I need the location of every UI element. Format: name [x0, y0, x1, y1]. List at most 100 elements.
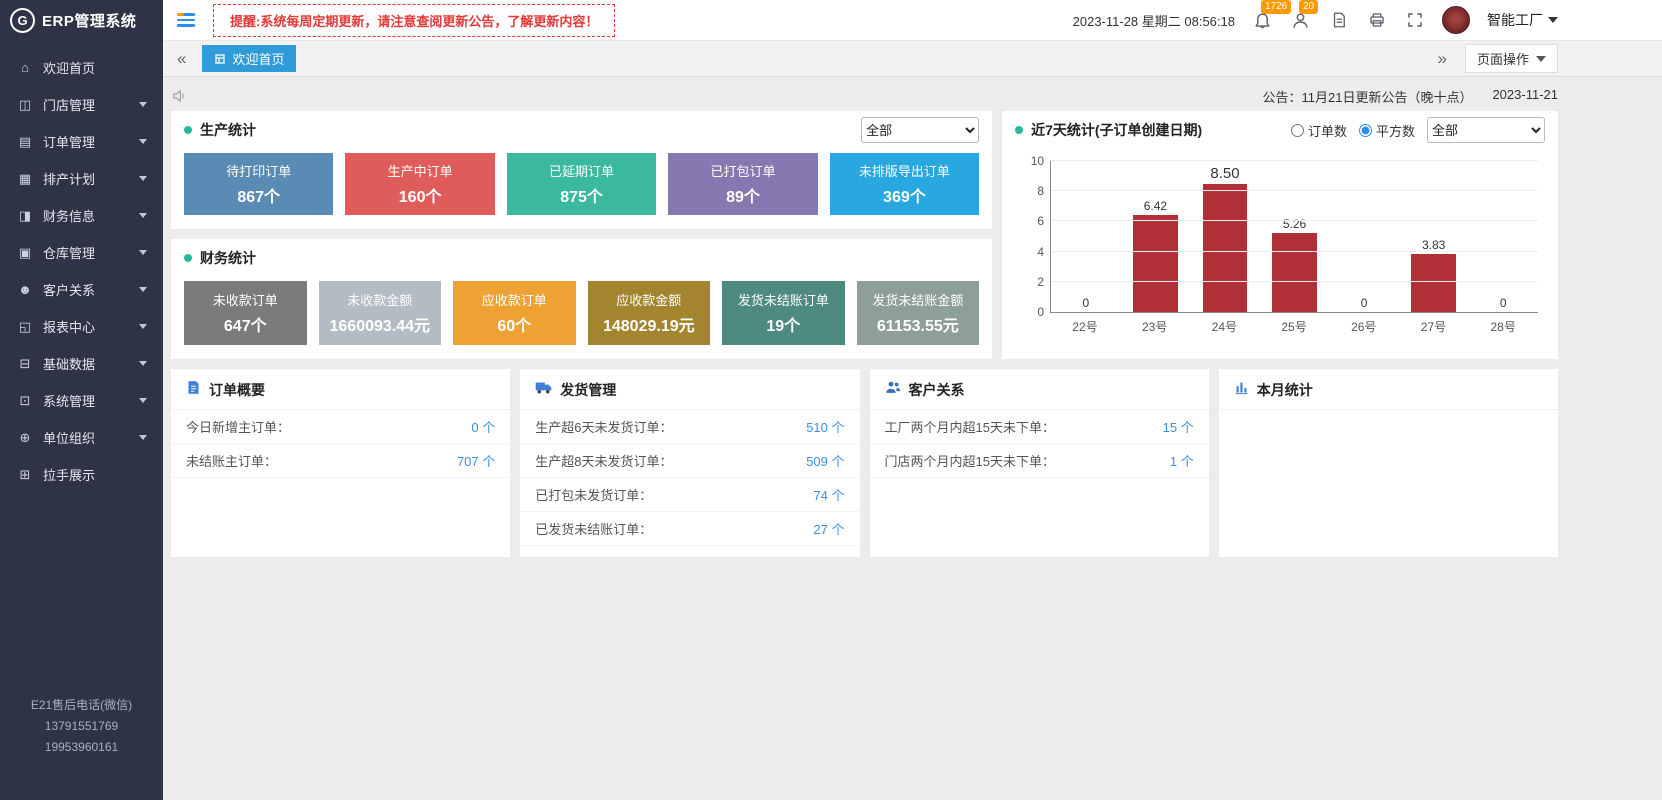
- stat-card-receivable-orders[interactable]: 应收款订单 60个: [453, 281, 576, 345]
- chart-y-tick: 2: [1037, 275, 1051, 289]
- finance-stats-header: 财务统计: [171, 239, 992, 277]
- sidebar-item-label: 欢迎首页: [43, 58, 149, 77]
- data-icon: ⊟: [16, 356, 34, 372]
- chevron-down-icon: [139, 139, 147, 144]
- stat-card-value: 160个: [399, 183, 442, 207]
- radio-square-count[interactable]: 平方数: [1359, 121, 1415, 140]
- stat-card-shipped-unsettled-orders[interactable]: 发货未结账订单 19个: [722, 281, 845, 345]
- summary-value[interactable]: 509 个: [806, 451, 844, 470]
- page-operations-button[interactable]: 页面操作: [1465, 44, 1558, 73]
- schedule-icon: ▦: [16, 171, 34, 187]
- sidebar-item-customers[interactable]: ☻ 客户关系: [0, 271, 163, 308]
- menu-toggle-icon[interactable]: [175, 8, 197, 32]
- stat-card-value: 369个: [883, 183, 926, 207]
- sidebar-item-warehouse[interactable]: ▣ 仓库管理: [0, 234, 163, 271]
- chart-x-label: 26号: [1329, 318, 1399, 335]
- stat-card-packed[interactable]: 已打包订单 89个: [668, 153, 817, 215]
- chart-gridline: [1051, 160, 1538, 161]
- bell-icon[interactable]: 1726: [1252, 10, 1273, 31]
- sidebar-item-store[interactable]: ◫ 门店管理: [0, 86, 163, 123]
- sidebar-item-reports[interactable]: ◱ 报表中心: [0, 308, 163, 345]
- announcement-right: 公告：11月21日更新公告（晚十点） 2023-11-21: [1262, 87, 1558, 106]
- system-alert: 提醒:系统每周定期更新，请注意查阅更新公告，了解更新内容！: [213, 4, 615, 37]
- month-stats-title: 本月统计: [1257, 380, 1313, 400]
- tab-welcome[interactable]: 欢迎首页: [202, 45, 296, 72]
- seven-day-chart-panel: 近7天统计(子订单创建日期) 订单数 平方数 全部: [1002, 111, 1558, 359]
- stat-card-unpaid-orders[interactable]: 未收款订单 647个: [184, 281, 307, 345]
- customer-relations-panel: 客户关系 工厂两个月内超15天未下单： 15 个 门店两个月内超15天未下单： …: [870, 369, 1209, 557]
- sidebar-item-orders[interactable]: ▤ 订单管理: [0, 123, 163, 160]
- sidebar-item-label: 拉手展示: [43, 465, 149, 484]
- stat-card-label: 发货未结账订单: [738, 290, 829, 309]
- stat-card-value: 61153.55元: [877, 312, 959, 336]
- avatar[interactable]: [1442, 6, 1470, 34]
- stat-card-label: 已延期订单: [549, 161, 614, 180]
- chart-bar-rect: [1203, 184, 1248, 312]
- sidebar-item-handle-display[interactable]: ⊞ 拉手展示: [0, 456, 163, 493]
- chart-filter-select[interactable]: 全部: [1427, 117, 1545, 143]
- sidebar-item-welcome[interactable]: ⌂ 欢迎首页: [0, 49, 163, 86]
- chart-bar-rect: [1133, 215, 1178, 312]
- tabs-scroll-left[interactable]: «: [171, 49, 192, 69]
- summary-label: 生产超6天未发货订单：: [535, 417, 672, 436]
- shipping-title: 发货管理: [560, 380, 616, 400]
- summary-row-item: 已发货未结账订单： 27 个: [520, 512, 859, 546]
- finance-stats-panel: 财务统计 未收款订单 647个 未收款金额 1660093.44元: [171, 239, 992, 359]
- radio-order-count[interactable]: 订单数: [1291, 121, 1347, 140]
- stat-card-receivable-amount[interactable]: 应收款金额 148029.19元: [588, 281, 711, 345]
- summary-value[interactable]: 1 个: [1170, 451, 1194, 470]
- app-root: G ERP管理系统 ⌂ 欢迎首页 ◫ 门店管理 ▤ 订单管理 ▦ 排产计划: [0, 0, 1662, 800]
- sidebar-item-basic-data[interactable]: ⊟ 基础数据: [0, 345, 163, 382]
- chart-x-label: 25号: [1259, 318, 1329, 335]
- stat-card-in-production[interactable]: 生产中订单 160个: [345, 153, 494, 215]
- stat-card-value: 60个: [497, 312, 531, 336]
- sidebar-item-org[interactable]: ⊕ 单位组织: [0, 419, 163, 456]
- bar-chart: 024681006.428.505.2603.830 22号23号24号25号2…: [1002, 149, 1558, 359]
- chevron-down-icon: [139, 324, 147, 329]
- summary-label: 已打包未发货订单：: [535, 485, 652, 504]
- radio-order-count-input[interactable]: [1291, 124, 1304, 137]
- summary-label: 门店两个月内超15天未下单：: [885, 451, 1055, 470]
- printer-icon[interactable]: [1366, 10, 1387, 31]
- chart-y-tick: 6: [1037, 214, 1051, 228]
- summary-value[interactable]: 74 个: [813, 485, 844, 504]
- radio-square-count-input[interactable]: [1359, 124, 1372, 137]
- summary-label: 今日新增主订单：: [186, 417, 290, 436]
- support-phone-1: 13791551769: [0, 716, 163, 737]
- sidebar-item-label: 财务信息: [43, 206, 139, 225]
- announcement-text[interactable]: 公告：11月21日更新公告（晚十点）: [1262, 87, 1472, 106]
- user-alert-icon[interactable]: 20: [1290, 10, 1311, 31]
- stat-card-value: 89个: [726, 183, 760, 207]
- sidebar-item-finance[interactable]: ◨ 财务信息: [0, 197, 163, 234]
- stat-card-shipped-unsettled-amount[interactable]: 发货未结账金额 61153.55元: [857, 281, 980, 345]
- summary-value[interactable]: 27 个: [813, 519, 844, 538]
- summary-value[interactable]: 510 个: [806, 417, 844, 436]
- tabs-scroll-right[interactable]: »: [1432, 49, 1453, 69]
- document-icon[interactable]: [1328, 10, 1349, 31]
- stat-card-pending-print[interactable]: 待打印订单 867个: [184, 153, 333, 215]
- production-filter-select[interactable]: 全部: [861, 117, 979, 143]
- support-phone-title: E21售后电话(微信): [0, 695, 163, 716]
- summary-value[interactable]: 707 个: [457, 451, 495, 470]
- customer-relations-header: 客户关系: [870, 369, 1209, 410]
- stat-card-delayed[interactable]: 已延期订单 875个: [507, 153, 656, 215]
- sidebar-item-label: 报表中心: [43, 317, 139, 336]
- sidebar-item-scheduling[interactable]: ▦ 排产计划: [0, 160, 163, 197]
- stat-card-value: 867个: [237, 183, 280, 207]
- account-name: 智能工厂: [1487, 10, 1543, 30]
- chart-bar-22号: 0: [1051, 161, 1121, 312]
- summary-value[interactable]: 0 个: [471, 417, 495, 436]
- chevron-down-icon: [139, 435, 147, 440]
- account-dropdown[interactable]: 智能工厂: [1487, 10, 1558, 30]
- stat-card-value: 875个: [560, 183, 603, 207]
- summary-value[interactable]: 15 个: [1163, 417, 1194, 436]
- chart-bar-25号: 5.26: [1260, 161, 1330, 312]
- summary-row-item: 生产超6天未发货订单： 510 个: [520, 410, 859, 444]
- stat-card-unscheduled-export[interactable]: 未排版导出订单 369个: [830, 153, 979, 215]
- chevron-down-icon: [139, 250, 147, 255]
- fullscreen-icon[interactable]: [1404, 10, 1425, 31]
- stat-card-label: 未排版导出订单: [859, 161, 950, 180]
- chevron-down-icon: [1548, 17, 1558, 23]
- sidebar-item-system[interactable]: ⊡ 系统管理: [0, 382, 163, 419]
- stat-card-unpaid-amount[interactable]: 未收款金额 1660093.44元: [319, 281, 442, 345]
